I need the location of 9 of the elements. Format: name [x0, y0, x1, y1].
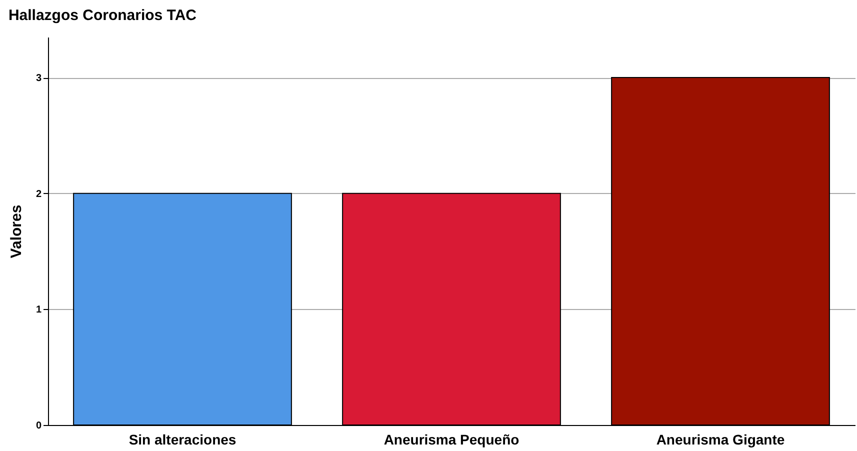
y-tick-label: 3 [36, 73, 42, 84]
y-tick-label: 0 [36, 420, 42, 432]
x-tick-label: Sin alteraciones [128, 432, 236, 448]
y-axis-title: Valores [8, 204, 25, 258]
x-tick-label: Aneurisma Pequeño [384, 432, 520, 448]
y-tick-label: 1 [36, 304, 42, 316]
x-tick-label: Aneurisma Gigante [656, 432, 785, 448]
chart-title: Hallazgos Coronarios TAC [8, 7, 197, 24]
y-tick-label: 2 [36, 188, 42, 200]
